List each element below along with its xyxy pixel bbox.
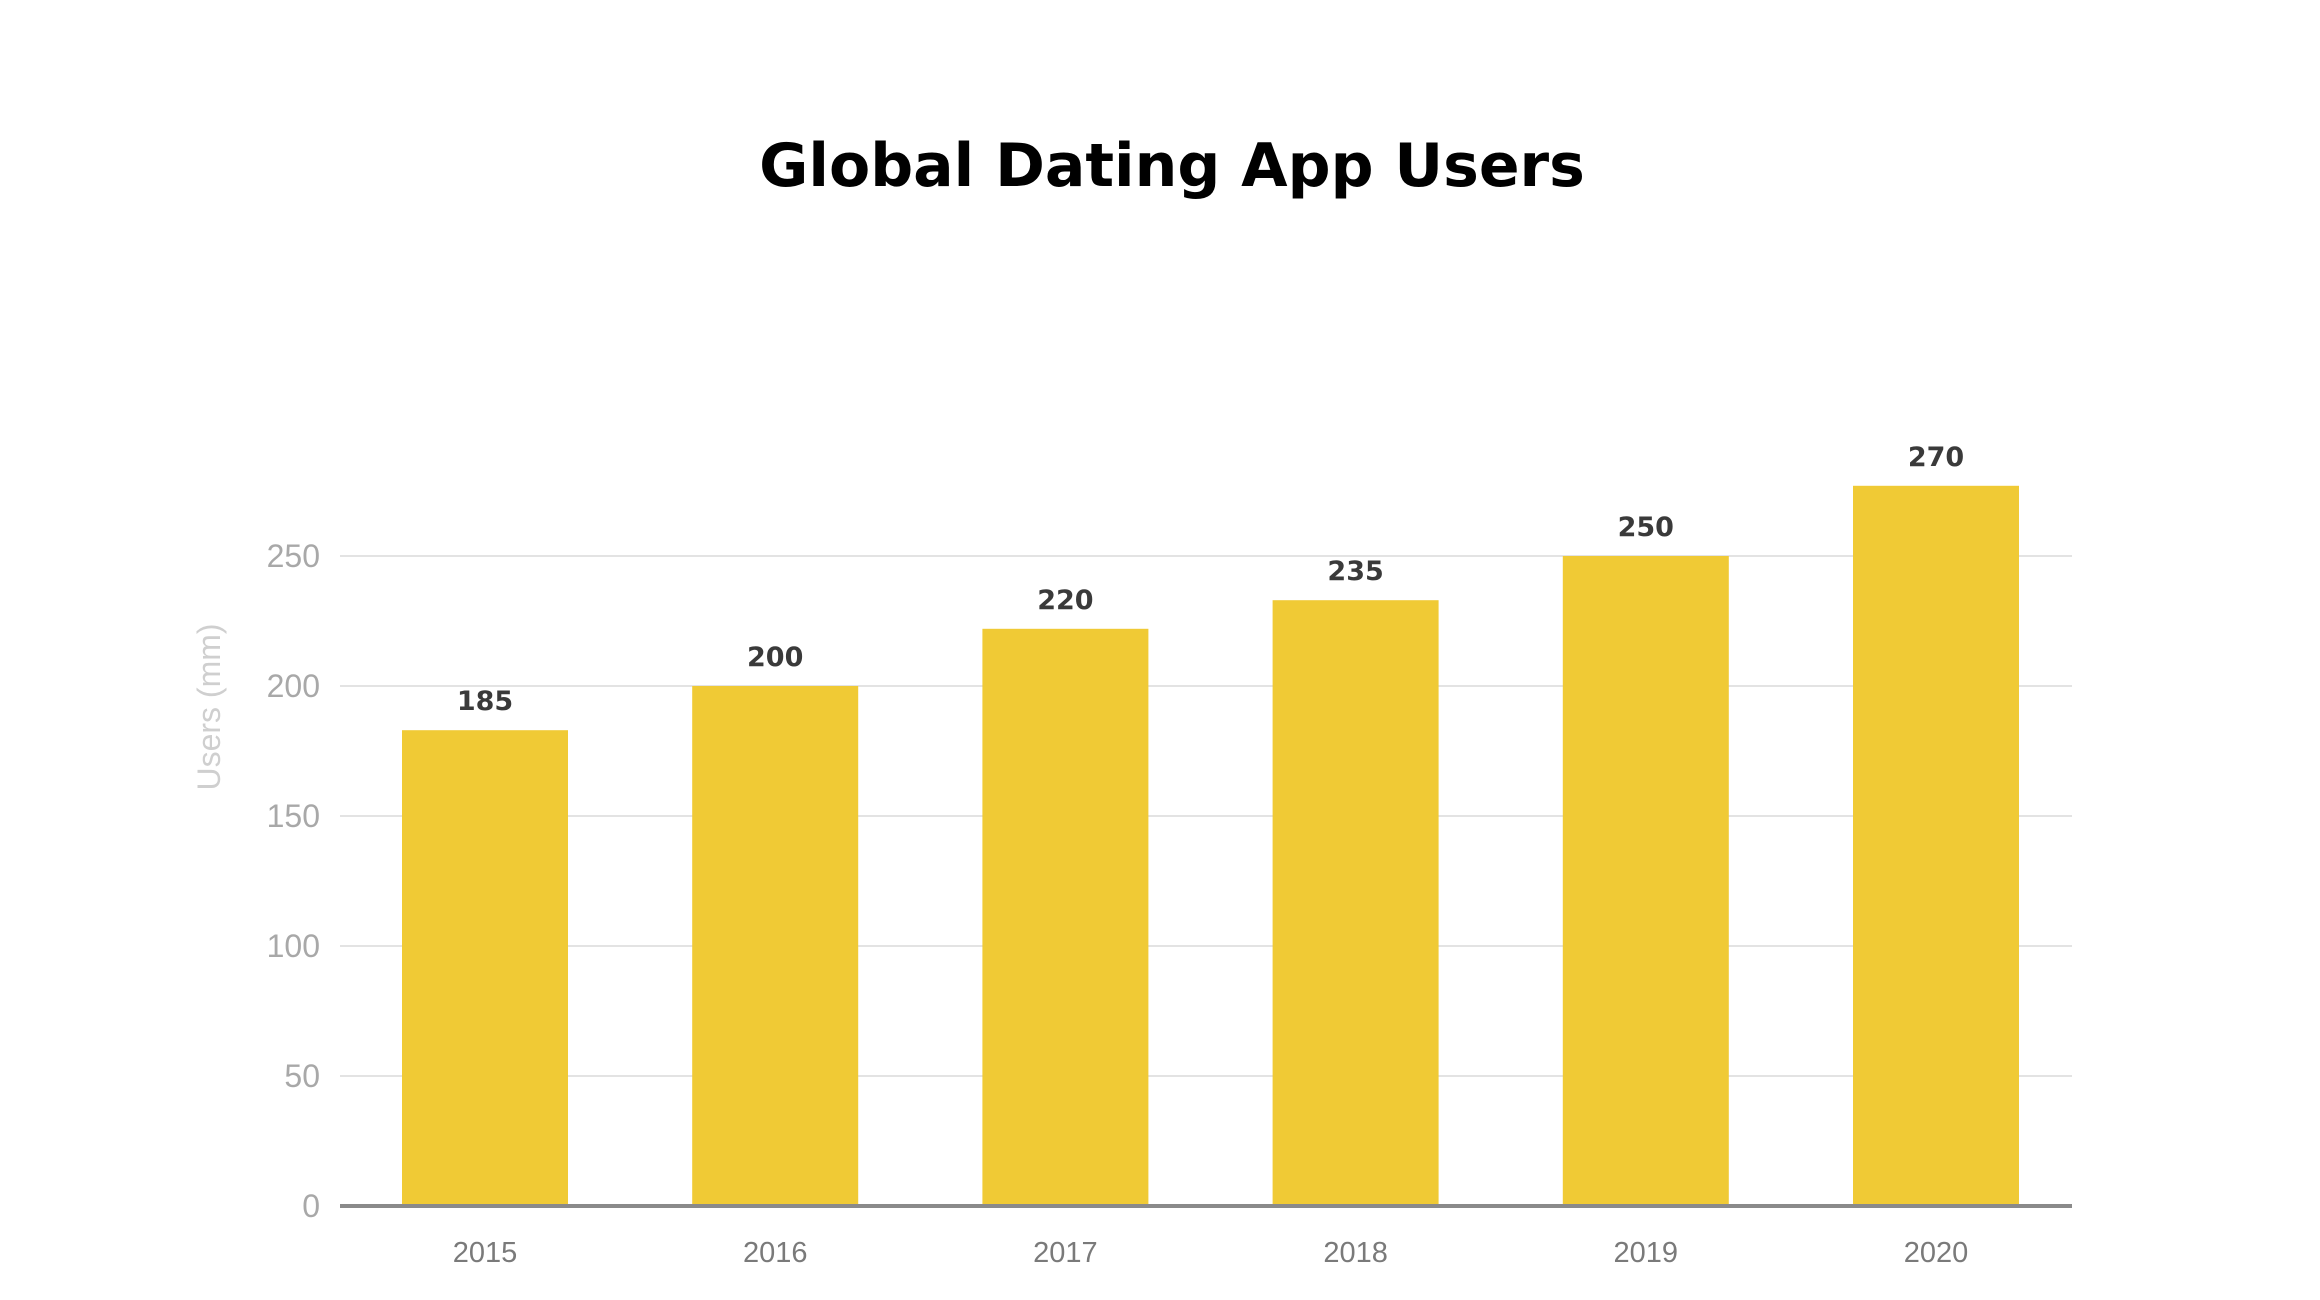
data-label: 235 (1327, 556, 1383, 587)
bar-2020 (1853, 485, 2019, 1206)
data-labels: 185 200 220 235 250 270 (457, 442, 1964, 717)
chart-title: Global Dating App Users (759, 131, 1585, 201)
bar-2017 (982, 628, 1149, 1206)
data-label: 270 (1908, 442, 1964, 473)
data-label: 200 (747, 642, 803, 673)
y-tick-label: 250 (267, 538, 320, 574)
y-tick-label: 100 (267, 928, 320, 964)
y-tick-label: 200 (267, 668, 320, 704)
y-tick-label: 150 (267, 798, 320, 834)
data-label: 250 (1618, 512, 1674, 543)
x-tick-label: 2017 (1033, 1237, 1098, 1269)
x-tick-label: 2020 (1904, 1237, 1969, 1269)
data-label: 185 (457, 686, 513, 717)
bar-2015 (402, 730, 568, 1206)
y-tick-label: 50 (284, 1058, 320, 1094)
x-tick-label: 2019 (1614, 1237, 1679, 1269)
x-tick-label: 2016 (743, 1237, 808, 1269)
x-tick-label: 2015 (453, 1237, 518, 1269)
bar-2018 (1272, 600, 1439, 1206)
y-axis-title: Users (mm) (191, 623, 227, 790)
x-axis-ticks: 2015 2016 2017 2018 2019 2020 (453, 1237, 1969, 1269)
gridlines (340, 555, 2072, 1077)
bars (402, 485, 2019, 1206)
bar-2019 (1562, 556, 1729, 1206)
bar-2016 (692, 686, 859, 1206)
x-tick-label: 2018 (1323, 1237, 1388, 1269)
y-tick-label: 0 (302, 1188, 320, 1224)
y-axis-ticks: 0 50 100 150 200 250 (267, 538, 320, 1224)
data-label: 220 (1037, 585, 1093, 616)
